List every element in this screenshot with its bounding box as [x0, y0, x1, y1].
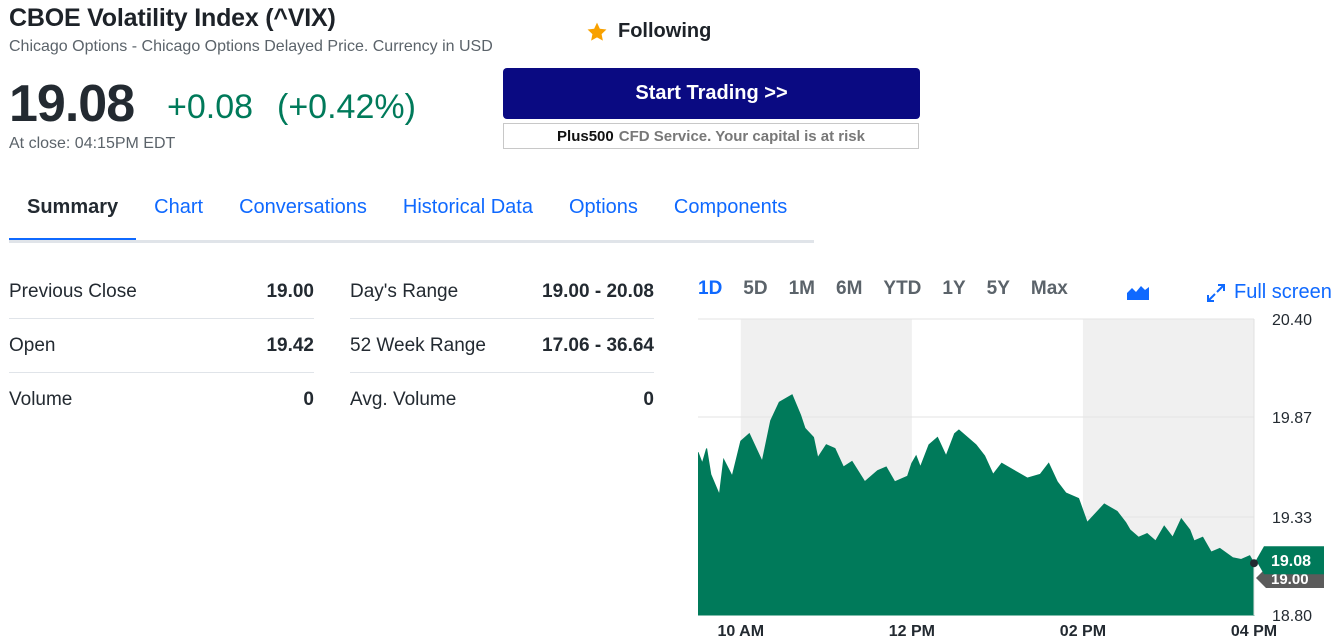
stat-row-days-range: Day's Range 19.00 - 20.08 [350, 265, 654, 319]
x-tick-label: 04 PM [1231, 623, 1277, 640]
stat-value: 0 [303, 389, 314, 410]
stat-row-volume: Volume 0 [9, 373, 314, 427]
ad-note-text: CFD Service. Your capital is at risk [618, 127, 865, 145]
mountain-chart-icon[interactable] [1127, 284, 1149, 300]
star-icon [587, 22, 607, 41]
stat-label: Volume [9, 389, 73, 410]
range-5y[interactable]: 5Y [986, 278, 1010, 299]
full-screen-label: Full screen [1234, 281, 1332, 303]
tab-chart[interactable]: Chart [154, 196, 204, 218]
y-tick-label: 19.33 [1272, 510, 1312, 527]
range-ytd[interactable]: YTD [883, 278, 922, 299]
quote-nav-tabs: Summary Chart Conversations Historical D… [9, 186, 805, 244]
stat-row-open: Open 19.42 [9, 319, 314, 373]
tab-components[interactable]: Components [673, 196, 788, 218]
stat-label: Avg. Volume [350, 389, 457, 410]
y-tick-label: 19.87 [1272, 410, 1312, 427]
stat-row-52-week-range: 52 Week Range 17.06 - 36.64 [350, 319, 654, 373]
chart-range-selector: 1D 5D 1M 6M YTD 1Y 5Y Max [698, 278, 1089, 300]
x-tick-label: 02 PM [1060, 623, 1106, 640]
tab-summary[interactable]: Summary [9, 186, 137, 242]
tabs-divider-gap [814, 240, 1332, 243]
tab-conversations[interactable]: Conversations [239, 196, 367, 218]
last-price-tag [1256, 546, 1324, 575]
quote-subtitle: Chicago Options - Chicago Options Delaye… [9, 38, 493, 55]
start-trading-button[interactable]: Start Trading >> [503, 68, 920, 119]
price-change-percent: (+0.42%) [277, 88, 416, 126]
stat-value: 17.06 - 36.64 [542, 334, 654, 356]
follow-label: Following [618, 20, 712, 42]
range-1d[interactable]: 1D [698, 278, 723, 299]
y-tick-label: 20.40 [1272, 313, 1312, 329]
stats-table-right: Day's Range 19.00 - 20.08 52 Week Range … [350, 265, 654, 427]
stat-label: Previous Close [9, 280, 137, 302]
range-1m[interactable]: 1M [788, 278, 815, 299]
stat-value: 19.42 [266, 334, 314, 356]
stat-label: Open [9, 334, 56, 356]
range-5d[interactable]: 5D [743, 278, 768, 299]
tab-historical-data[interactable]: Historical Data [402, 196, 533, 218]
market-close-time: At close: 04:15PM EDT [9, 135, 176, 152]
tabs-divider [9, 240, 1332, 243]
x-tick-label: 12 PM [889, 623, 935, 640]
stat-row-avg-volume: Avg. Volume 0 [350, 373, 654, 427]
chart-area-series [698, 394, 1255, 616]
stat-row-previous-close: Previous Close 19.00 [9, 265, 314, 319]
x-tick-label: 10 AM [718, 623, 765, 640]
stat-value: 19.00 [266, 280, 314, 302]
range-max[interactable]: Max [1030, 278, 1068, 299]
ad-disclaimer[interactable]: Plus500 CFD Service. Your capital is at … [503, 123, 919, 149]
range-1y[interactable]: 1Y [942, 278, 966, 299]
previous-close-tag-label: 19.00 [1271, 571, 1309, 588]
stats-table-left: Previous Close 19.00 Open 19.42 Volume 0 [9, 265, 314, 427]
stat-label: 52 Week Range [350, 334, 486, 356]
tab-options[interactable]: Options [568, 196, 638, 218]
full-screen-button[interactable]: Full screen [1206, 281, 1332, 304]
stat-value: 0 [643, 389, 654, 410]
expand-icon [1207, 283, 1225, 302]
quote-title: CBOE Volatility Index (^VIX) [9, 4, 336, 32]
range-6m[interactable]: 6M [836, 278, 863, 299]
stat-label: Day's Range [350, 280, 459, 302]
last-price-dot [1250, 559, 1258, 568]
price-area-chart[interactable]: 20.40 19.87 19.33 18.80 10 AM 12 PM 02 PM 04 PM… [698, 313, 1332, 641]
stat-value: 19.00 - 20.08 [542, 280, 654, 302]
follow-button[interactable]: Following [586, 20, 711, 43]
y-tick-label: 18.80 [1272, 608, 1312, 625]
price-change: +0.08 [167, 88, 254, 126]
last-price-tag-label: 19.08 [1271, 553, 1311, 570]
ad-brand: Plus500 [557, 127, 614, 145]
current-price: 19.08 [9, 75, 135, 133]
